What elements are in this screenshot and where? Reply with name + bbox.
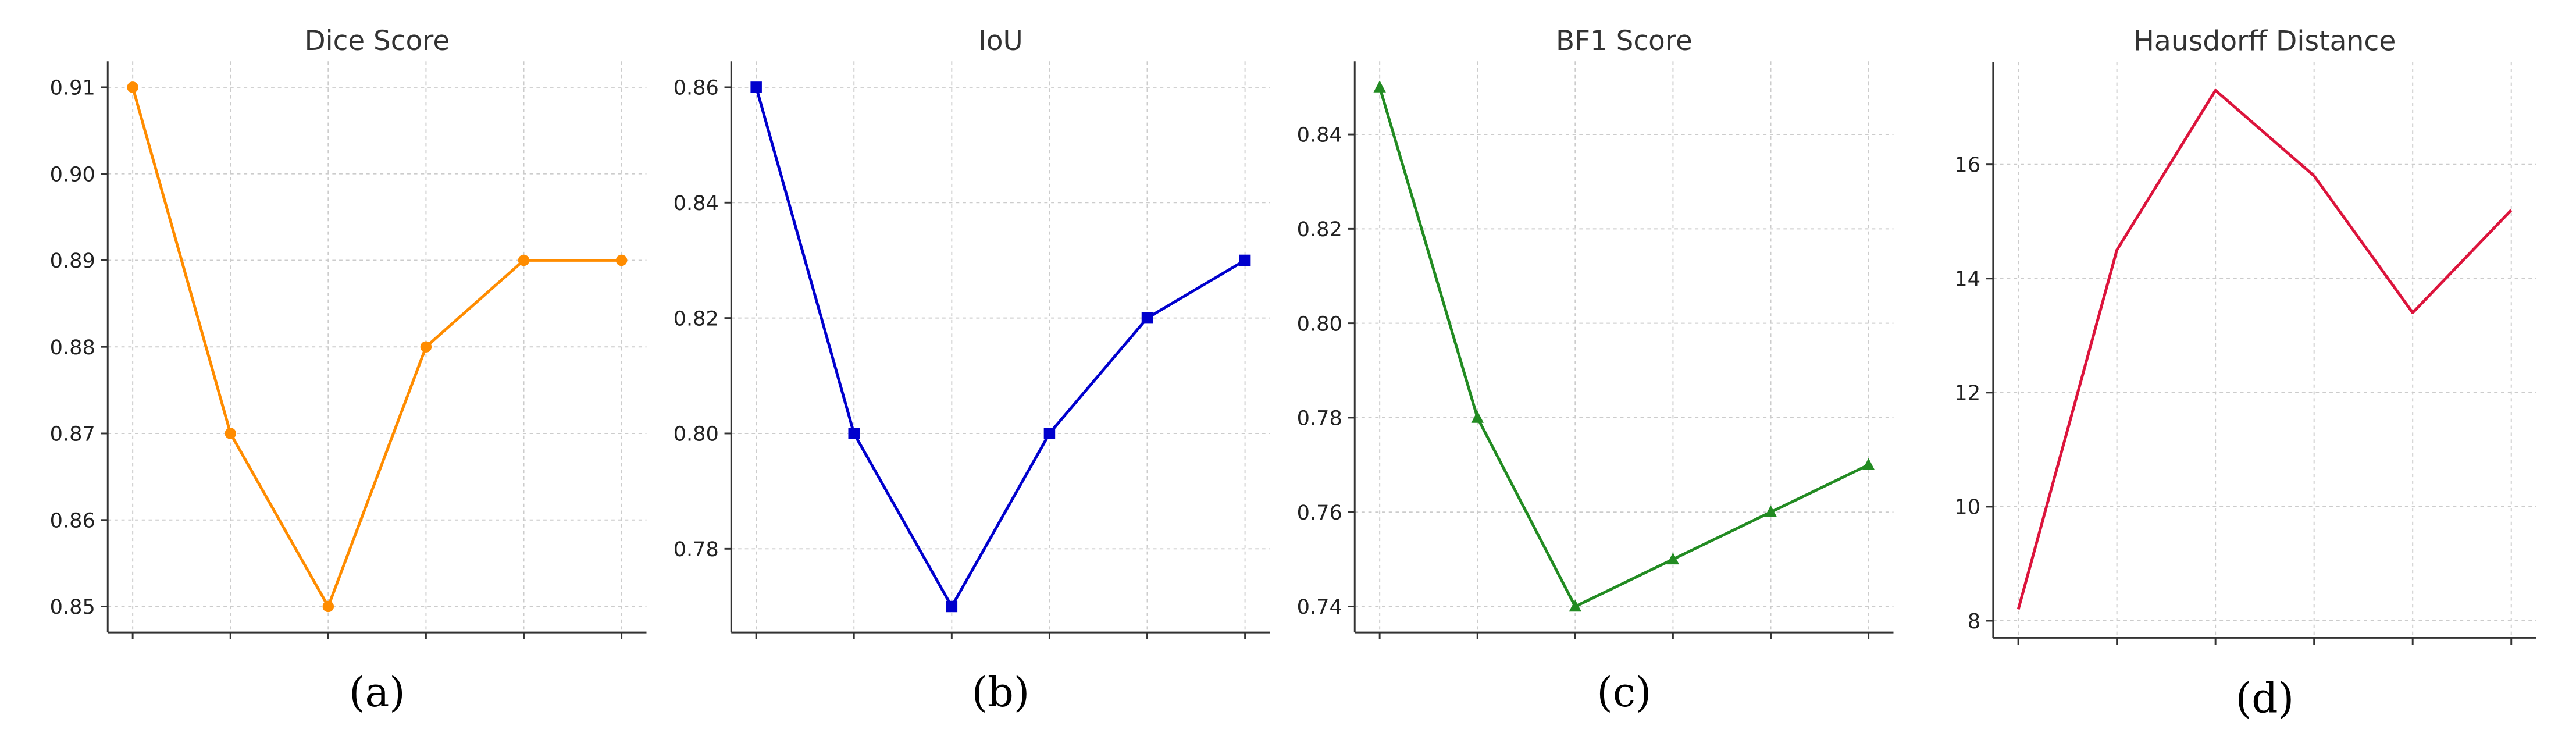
- y-tick-label: 0.76: [1297, 501, 1342, 525]
- y-tick-label: 0.85: [50, 595, 95, 619]
- y-tick-label: 0.90: [50, 162, 95, 186]
- data-point: [615, 254, 628, 266]
- chart-panel-1: 0.85 0.86 0.87 0.88 0.89 0.90 0.91 Dice Score (a…: [0, 0, 647, 754]
- y-tick-label: 0.87: [50, 422, 95, 446]
- data-point: [750, 81, 762, 93]
- y-tick-label: 0.74: [1297, 595, 1342, 619]
- data-point: [946, 600, 958, 613]
- y-tick-label: 0.91: [50, 76, 95, 100]
- data-point: [1569, 599, 1582, 612]
- series-line: [754, 87, 1246, 608]
- y-tick-label: 0.88: [50, 336, 95, 360]
- data-point: [1666, 552, 1680, 565]
- chart-svg-2: 0.78 0.80 0.82 0.84 0.86 IoU (b): [674, 26, 1270, 716]
- chart-panel-3: 0.74 0.76 0.78 0.80 0.82 0.84 BF1 Score (c): [1247, 0, 1894, 754]
- panel-caption: (d): [2236, 674, 2294, 722]
- y-tick-label: 12: [1954, 382, 1980, 406]
- y-tick-label: 0.80: [674, 422, 719, 446]
- chart-panel-2: 0.78 0.80 0.82 0.84 0.86 IoU (b): [623, 0, 1270, 754]
- data-point: [1043, 428, 1056, 439]
- y-tick-label: 0.84: [1297, 123, 1342, 147]
- y-tick-label: 0.89: [50, 249, 95, 273]
- chart-title: Dice Score: [305, 26, 450, 57]
- y-tick-label: 16: [1954, 153, 1980, 177]
- grid: [1355, 61, 1894, 633]
- series-line: [131, 87, 622, 608]
- y-tick-label: 14: [1954, 268, 1980, 291]
- series-line: [1378, 87, 1869, 608]
- panel-caption: (c): [1597, 668, 1651, 716]
- y-tick-label: 0.82: [674, 307, 719, 330]
- data-point: [322, 600, 334, 613]
- data-point: [518, 254, 530, 266]
- chart-svg-4: 8 10 12 14 16 Hausdorff Distance (d): [1954, 26, 2536, 722]
- chart-title: BF1 Score: [1556, 26, 1693, 57]
- data-point: [848, 428, 860, 439]
- data-point: [1764, 505, 1777, 517]
- data-point: [420, 341, 432, 353]
- grid: [1993, 62, 2536, 638]
- chart-panel-4: 8 10 12 14 16 Hausdorff Distance (d): [1884, 0, 2536, 754]
- data-point: [1141, 312, 1153, 324]
- y-tick-label: 0.84: [674, 191, 719, 215]
- panel-caption: (a): [349, 668, 405, 716]
- y-tick-label: 0.78: [1297, 407, 1342, 431]
- y-tick-label: 0.78: [674, 538, 719, 561]
- chart-title: IoU: [978, 26, 1023, 57]
- data-point: [1471, 411, 1484, 423]
- data-point: [1239, 254, 1251, 266]
- grid: [108, 61, 647, 633]
- series-line: [2016, 88, 2513, 610]
- y-tick-label: 0.86: [674, 76, 719, 100]
- y-tick-label: 8: [1968, 610, 1981, 634]
- y-tick-label: 10: [1954, 496, 1980, 520]
- chart-svg-1: 0.85 0.86 0.87 0.88 0.89 0.90 0.91 Dice Score (a…: [50, 26, 647, 716]
- data-point: [225, 428, 236, 439]
- grid: [731, 61, 1270, 633]
- y-tick-label: 0.80: [1297, 312, 1342, 336]
- data-point: [1862, 458, 1875, 470]
- chart-title: Hausdorff Distance: [2133, 26, 2396, 58]
- chart-svg-3: 0.74 0.76 0.78 0.80 0.82 0.84 BF1 Score (c): [1297, 26, 1894, 716]
- panel-caption: (b): [972, 668, 1030, 716]
- data-point: [1373, 80, 1386, 93]
- data-point: [127, 81, 138, 93]
- y-tick-label: 0.82: [1297, 218, 1342, 241]
- y-tick-label: 0.86: [50, 508, 95, 532]
